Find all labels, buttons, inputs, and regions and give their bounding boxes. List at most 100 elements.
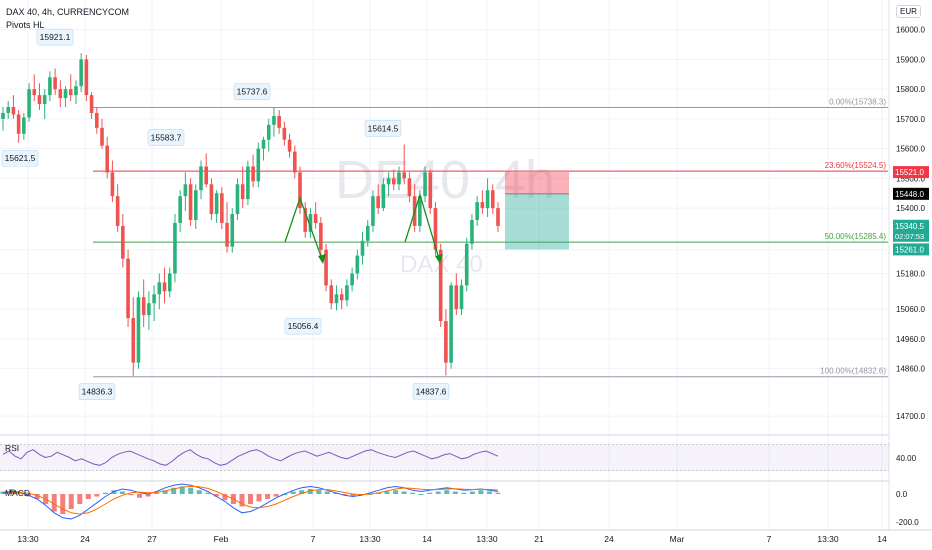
macd-bar [34,494,40,499]
trend-arrow [404,192,441,263]
pivot-label: 15056.4 [288,321,319,331]
macd-bar [145,494,151,497]
pivot-label: 15621.5 [5,153,36,163]
candle-body [141,297,146,316]
candle-body [84,59,89,96]
candle-body [230,214,235,247]
candle-body [225,222,229,247]
candle-body [147,303,151,316]
candle-body [105,145,110,173]
macd-bar [435,491,441,494]
currency-selector[interactable]: EUR [896,5,921,18]
candle-body [355,255,360,274]
macd-bar [469,491,475,494]
candle-body [240,184,245,200]
macd-bar [119,491,125,494]
candle-body [438,249,443,322]
candle-body [407,178,412,197]
pivot-label: 14836.3 [82,387,113,397]
rsi-line [2,449,499,466]
rsi-band [0,444,889,471]
candle-body [350,273,354,286]
macd-bar [452,491,458,494]
macd-bar [222,494,228,501]
candle-body [459,285,464,310]
candle-body [204,166,209,185]
candle-body [11,107,16,115]
macd-bar [341,494,347,496]
macd-bar [290,491,296,494]
candle-body [48,77,52,96]
candle-body [376,196,380,209]
price-tag-timer: 02:07:53 [895,232,924,241]
candle-body [16,114,21,134]
price-tag-label: 15340.5 [895,222,924,231]
pivot-label: 15614.5 [368,123,399,133]
x-tick-label: Feb [214,534,229,544]
macd-bar [333,492,339,494]
y-tick-label: 15500.0 [896,174,925,183]
candle-body [115,196,120,226]
candle-body [480,202,485,209]
candle-body [334,294,339,304]
indicator-name: Pivots HL [6,20,45,30]
candle-body [214,193,219,215]
macd-bar [77,494,83,504]
candle-body [329,285,334,304]
candle-body [220,193,224,223]
macd-bar [213,494,219,497]
pivot-box [233,83,271,101]
pivot-label: 15583.7 [151,132,182,142]
macd-label: MACD [5,488,30,498]
pivot-label: 15737.6 [237,87,268,97]
x-tick-label: 21 [534,534,544,544]
candle-body [126,258,130,319]
x-tick-label: 27 [147,534,157,544]
pivot-box [147,129,185,146]
pivot-box [36,28,74,46]
x-tick-label: 24 [604,534,614,544]
rsi-axis-label: 40.00 [896,454,917,463]
y-tick-label: 15800.0 [896,85,925,94]
macd-bar [495,492,501,494]
candle-body [199,166,203,191]
candle-body [345,285,349,301]
candle-body [381,184,386,209]
pivot-box [78,383,116,400]
x-tick-label: 14 [877,534,887,544]
macd-bar [316,490,322,494]
macd-bar [68,494,74,509]
chart-title: DAX 40, 4h, CURRENCYCOM [6,7,130,17]
fib-label: 50.00%(15285.4) [825,232,887,241]
x-tick-label: 14 [422,534,432,544]
fib-label: 100.00%(14832.6) [820,367,886,376]
candle-body [287,139,292,152]
candle-body [282,127,287,140]
candle-body [433,208,438,250]
rsi-label: RSI [5,443,19,453]
x-tick-label: 13:30 [476,534,498,544]
candle-body [37,95,42,105]
candle-body [470,219,474,244]
macd-bar [111,490,117,494]
watermark-interval: 4h [495,150,555,210]
macd-bar [137,494,143,498]
arrow-head [435,254,443,264]
candle-body [167,273,172,292]
candle-body [423,172,427,197]
macd-bar [461,492,467,494]
candle-body [251,166,255,182]
candle-body [256,148,261,182]
candle-body [68,89,73,96]
candle-body [100,127,104,146]
candle-body [193,190,198,220]
macd-axis-label: 0.0 [896,490,908,499]
candle-body [428,172,433,209]
macd-bar [239,494,245,507]
macd-bar [384,491,390,494]
x-tick-label: Mar [670,534,685,544]
macd-bar [350,494,356,497]
candle-body [173,222,177,274]
